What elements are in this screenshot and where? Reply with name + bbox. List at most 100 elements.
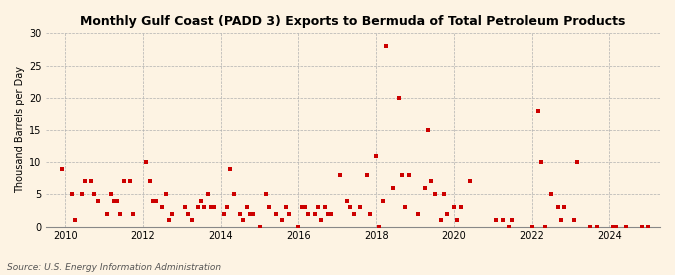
Point <box>568 218 579 222</box>
Point <box>348 211 359 216</box>
Point <box>452 218 462 222</box>
Point <box>238 218 248 222</box>
Point <box>436 218 447 222</box>
Point <box>296 205 307 210</box>
Point <box>66 192 77 197</box>
Point <box>242 205 252 210</box>
Point <box>261 192 271 197</box>
Point <box>397 173 408 177</box>
Point <box>70 218 80 222</box>
Point <box>533 108 544 113</box>
Point <box>147 199 158 203</box>
Point <box>552 205 563 210</box>
Point <box>325 211 336 216</box>
Point <box>546 192 557 197</box>
Point <box>419 186 430 190</box>
Point <box>455 205 466 210</box>
Point <box>280 205 291 210</box>
Point <box>374 224 385 229</box>
Point <box>364 211 375 216</box>
Point <box>497 218 508 222</box>
Point <box>345 205 356 210</box>
Point <box>199 205 210 210</box>
Point <box>118 179 129 184</box>
Point <box>248 211 259 216</box>
Point <box>342 199 352 203</box>
Point <box>57 166 68 171</box>
Text: Source: U.S. Energy Information Administration: Source: U.S. Energy Information Administ… <box>7 263 221 272</box>
Point <box>585 224 595 229</box>
Point <box>264 205 275 210</box>
Point <box>167 211 178 216</box>
Point <box>202 192 213 197</box>
Point <box>163 218 174 222</box>
Point <box>316 218 327 222</box>
Point <box>449 205 460 210</box>
Point <box>277 218 288 222</box>
Point <box>125 179 136 184</box>
Point <box>608 224 618 229</box>
Point <box>111 199 122 203</box>
Point <box>465 179 476 184</box>
Point <box>556 218 566 222</box>
Point <box>559 205 570 210</box>
Point <box>429 192 440 197</box>
Point <box>293 224 304 229</box>
Point <box>183 211 194 216</box>
Point <box>209 205 219 210</box>
Y-axis label: Thousand Barrels per Day: Thousand Barrels per Day <box>15 67 25 193</box>
Point <box>611 224 622 229</box>
Point <box>637 224 647 229</box>
Point <box>128 211 138 216</box>
Point <box>76 192 87 197</box>
Point <box>89 192 100 197</box>
Point <box>86 179 97 184</box>
Point <box>426 179 437 184</box>
Point <box>303 211 314 216</box>
Point <box>193 205 204 210</box>
Point <box>160 192 171 197</box>
Point <box>319 205 330 210</box>
Point <box>92 199 103 203</box>
Point <box>403 173 414 177</box>
Point <box>539 224 550 229</box>
Point <box>186 218 197 222</box>
Point <box>219 211 230 216</box>
Point <box>309 211 320 216</box>
Point <box>244 211 255 216</box>
Point <box>620 224 631 229</box>
Point <box>284 211 294 216</box>
Point <box>313 205 323 210</box>
Point <box>225 166 236 171</box>
Point <box>504 224 514 229</box>
Point <box>222 205 233 210</box>
Point <box>196 199 207 203</box>
Point <box>235 211 246 216</box>
Point <box>526 224 537 229</box>
Point <box>322 211 333 216</box>
Point <box>180 205 190 210</box>
Point <box>387 186 398 190</box>
Point <box>144 179 155 184</box>
Point <box>491 218 502 222</box>
Point <box>335 173 346 177</box>
Point <box>105 192 116 197</box>
Point <box>439 192 450 197</box>
Point <box>254 224 265 229</box>
Title: Monthly Gulf Coast (PADD 3) Exports to Bermuda of Total Petroleum Products: Monthly Gulf Coast (PADD 3) Exports to B… <box>80 15 626 28</box>
Point <box>79 179 90 184</box>
Point <box>354 205 365 210</box>
Point <box>572 160 583 164</box>
Point <box>371 153 381 158</box>
Point <box>381 44 392 48</box>
Point <box>361 173 372 177</box>
Point <box>206 205 217 210</box>
Point <box>151 199 161 203</box>
Point <box>157 205 168 210</box>
Point <box>394 95 404 100</box>
Point <box>377 199 388 203</box>
Point <box>102 211 113 216</box>
Point <box>140 160 151 164</box>
Point <box>228 192 239 197</box>
Point <box>423 128 433 132</box>
